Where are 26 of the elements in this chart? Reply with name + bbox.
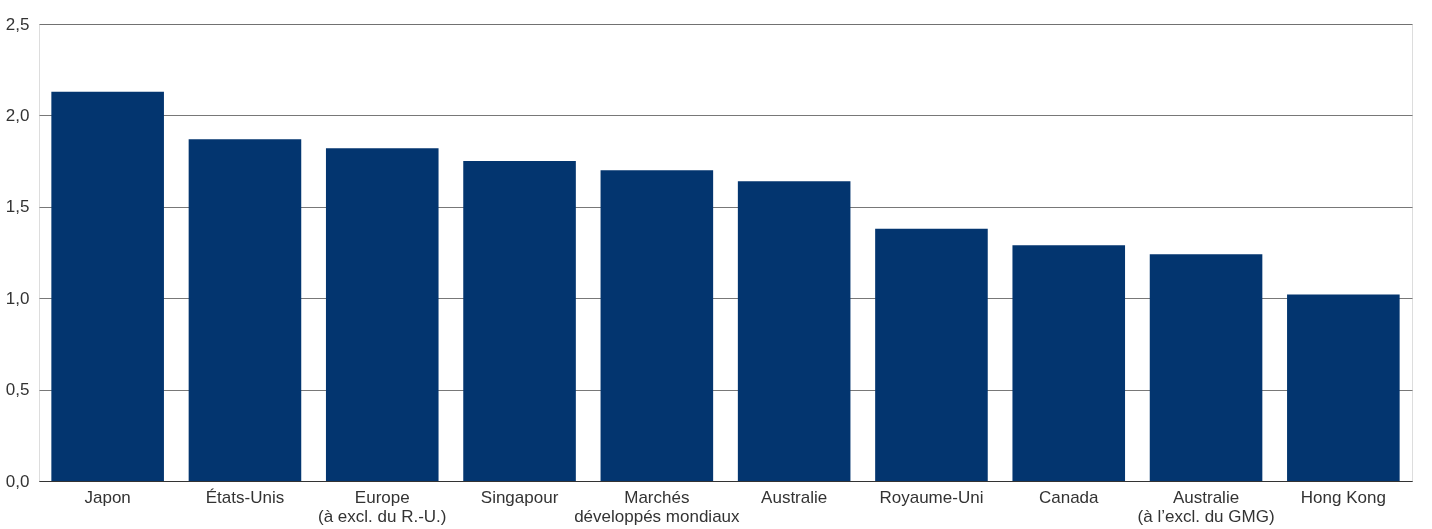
x-tick-label: Hong Kong — [1300, 487, 1386, 507]
bar — [51, 91, 164, 481]
x-tick-label: États-Unis — [205, 487, 285, 507]
x-tick-label: Australie (à l’excl. du GMG) — [1137, 487, 1275, 526]
y-tick-label: 0,0 — [5, 471, 30, 491]
bar — [325, 148, 439, 481]
bar — [875, 228, 988, 481]
bar — [463, 161, 576, 481]
x-tick-label: Australie — [761, 487, 828, 507]
x-tick-label: Marchés développés mondiaux — [574, 487, 741, 526]
y-tick-label: 2,5 — [5, 14, 30, 34]
y-tick-label: 1,5 — [5, 197, 30, 217]
y-tick-label: 0,5 — [5, 380, 30, 400]
bar — [1012, 245, 1126, 481]
bar — [600, 170, 714, 481]
x-tick-label: Europe (à excl. du R.-U.) — [318, 487, 447, 526]
y-tick-label: 2,0 — [5, 105, 30, 125]
x-tick-label: Japon — [84, 487, 131, 507]
bar — [737, 181, 851, 481]
y-tick-label: 1,0 — [5, 288, 30, 308]
x-tick-label: Canada — [1038, 487, 1100, 507]
bar — [1287, 294, 1400, 481]
x-tick-label: Royaume-Uni — [879, 487, 984, 507]
bar — [188, 139, 302, 481]
bar — [1149, 254, 1263, 481]
x-tick-label: Singapour — [480, 487, 559, 507]
